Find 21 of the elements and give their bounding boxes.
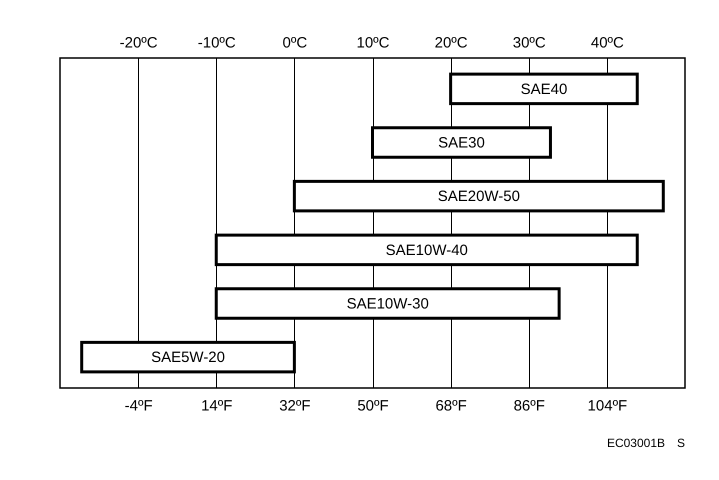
x-tick-label: 68ºF <box>435 398 467 414</box>
y-tick-label: SAE5W-20 <box>151 349 226 366</box>
x-tick-label: 14ºF <box>201 398 232 414</box>
x-tick-label: -4ºF <box>124 398 153 414</box>
y-tick-label: SAE10W-30 <box>346 295 429 312</box>
x2-tick-label: -10ºC <box>198 34 236 52</box>
x2-tick-label: 20ºC <box>434 34 468 52</box>
text: EC03001B S <box>606 436 685 450</box>
x-tick-label: 32ºF <box>279 398 311 414</box>
x2-tick-label: 0ºC <box>282 34 308 52</box>
x2-tick-label: -20ºC <box>120 34 158 52</box>
y-tick-label: SAE10W-40 <box>386 242 468 259</box>
x2-tick-label: 40ºC <box>590 34 624 52</box>
x2-tick-label: 30ºC <box>512 34 546 52</box>
x2-tick-label: 10ºC <box>356 34 390 52</box>
y-tick-label: SAE40 <box>520 80 568 98</box>
y-tick-label: SAE30 <box>438 134 485 152</box>
x-tick-label: 50ºF <box>357 398 389 414</box>
x-tick-label: 104ºF <box>588 398 628 414</box>
x-tick-label: 86ºF <box>514 398 545 414</box>
y-tick-label: SAE20W-50 <box>438 188 520 206</box>
